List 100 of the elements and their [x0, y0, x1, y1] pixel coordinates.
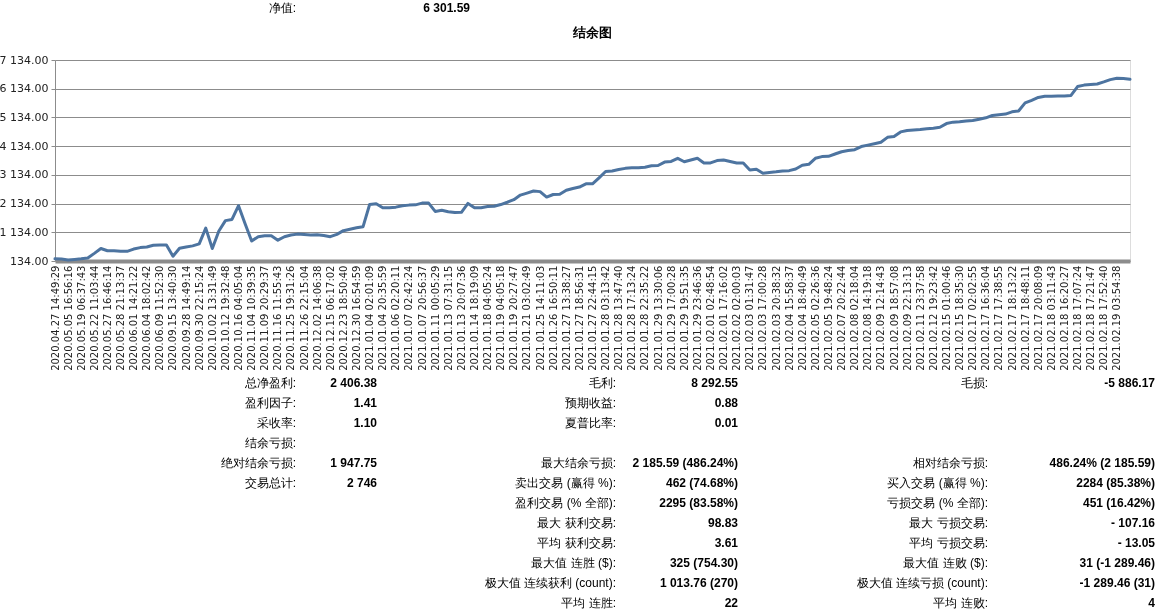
x-tick-label: 2020.09.15 13:40:30: [167, 265, 179, 371]
y-tick-label: 7 134.00: [0, 53, 49, 67]
text: 2 406.38: [330, 376, 378, 390]
x-tick-label: 2021.02.11 23:37:58: [914, 265, 926, 371]
text: 6 301.59: [423, 1, 471, 15]
text: 平均 获利交易:: [537, 536, 616, 550]
x-tick-label: 2020.05.19 06:37:43: [75, 265, 87, 371]
x-tick-label: 2021.02.12 19:23:42: [927, 265, 939, 371]
text: 夏普比率:: [564, 416, 616, 430]
y-tick-label: 6 134.00: [0, 82, 49, 96]
x-tick-label: 2021.02.17 16:36:04: [980, 265, 992, 371]
x-tick-label: 2021.02.07 20:22:44: [836, 265, 848, 371]
x-tick-label: 2021.01.28 22:35:22: [639, 265, 651, 371]
text: 卖出交易 (赢得 %):: [515, 476, 616, 490]
x-tick-label: 2020.12.15 06:17:02: [324, 265, 336, 371]
x-tick-label: 2021.01.19 04:05:18: [495, 265, 507, 371]
x-tick-label: 2021.01.27 22:44:15: [587, 265, 598, 371]
x-tick-label: 2021.02.15 18:35:30: [954, 265, 966, 371]
x-tick-label: 2021.01.29 13:30:06: [652, 265, 664, 371]
line-series: [53, 76, 1132, 262]
text: 1.41: [353, 396, 378, 410]
x-tick-label: 2020.04.27 14:49:29: [49, 265, 61, 371]
text: 最大值 连胜 ($):: [531, 556, 616, 570]
text: 451 (16.42%): [1082, 496, 1155, 510]
y-tick-label: 134.00: [10, 254, 49, 268]
text: 最大结余亏损:: [540, 456, 616, 470]
text: 平均 亏损交易:: [909, 536, 988, 550]
x-tick-label: 2020.06.09 11:52:30: [154, 265, 166, 371]
text: - 107.16: [1110, 516, 1156, 530]
x-tick-label: 2021.01.21 03:02:49: [521, 265, 533, 371]
text: 最大 获利交易:: [537, 516, 616, 530]
x-tick-label: 2021.02.18 17:21:47: [1085, 265, 1097, 371]
x-tick-label: 2021.02.02 02:00:03: [731, 265, 743, 371]
x-tick-label: 2021.01.13 07:31:15: [442, 265, 454, 371]
x-tick-label: 2021.01.19 20:27:47: [508, 265, 520, 371]
x-tick-label: 2021.01.14 18:19:09: [469, 265, 481, 371]
x-tick-label: 2021.02.08 14:19:18: [862, 265, 874, 371]
text: 1 013.76 (270): [659, 576, 738, 590]
x-tick-label: 2020.09.28 14:49:14: [180, 265, 192, 371]
x-tick-label: 2021.01.04 20:35:59: [377, 265, 389, 371]
text: 极大值 连续获利 (count):: [483, 576, 616, 590]
text: 毛损:: [960, 376, 988, 390]
text: - 13.05: [1117, 536, 1156, 550]
y-tick-label: 5 134.00: [0, 110, 49, 124]
x-tick-label: 2021.02.05 19:48:24: [822, 265, 834, 371]
x-tick-label: 2020.09.30 22:15:24: [193, 265, 205, 371]
x-tick-label: 2021.01.27 18:56:31: [573, 265, 585, 371]
text: 最大 亏损交易:: [909, 516, 988, 530]
text: 2295 (83.58%): [659, 496, 738, 510]
y-tick-label: 3 134.00: [0, 168, 49, 182]
x-tick-label: 2020.10.16 04:05:04: [233, 265, 245, 371]
text: 总净盈利:: [243, 376, 296, 390]
x-tick-label: 2021.02.03 01:31:47: [744, 265, 756, 371]
x-tick-label: 2021.01.06 02:20:11: [390, 265, 402, 371]
x-tick-label: 2021.02.18 17:07:24: [1072, 265, 1084, 371]
text: 1 947.75: [330, 456, 378, 470]
x-tick-label: 2021.02.09 18:57:08: [888, 265, 900, 371]
x-tick-label: 2021.01.18 04:05:24: [482, 265, 494, 371]
x-tick-label: 2020.12.23 18:50:40: [337, 265, 349, 371]
x-tick-label: 2021.01.29 23:46:36: [691, 265, 703, 371]
text: 净值:: [268, 1, 296, 15]
x-tick-label: 2021.02.18 03:11:43: [1045, 265, 1057, 371]
text: 平均 连败:: [933, 596, 988, 610]
text: 0.88: [714, 396, 739, 410]
x-tick-label: 2021.01.04 02:01:09: [364, 265, 376, 371]
x-tick-label: 2021.02.04 18:40:49: [796, 265, 808, 371]
x-tick-label: 2021.02.15 01:00:46: [940, 265, 952, 371]
x-tick-label: 2021.01.28 13:47:40: [613, 265, 625, 371]
x-tick-label: 2020.05.28 21:13:37: [115, 265, 127, 371]
text: 最大值 连败 ($):: [903, 556, 988, 570]
text: 相对结余亏损:: [912, 456, 988, 470]
x-tick-label: 2021.02.01 17:16:02: [718, 265, 730, 371]
x-tick-label: 2021.02.03 20:38:32: [770, 265, 782, 371]
x-tick-label: 2020.10.12 19:32:48: [219, 265, 231, 371]
text: 4: [1148, 596, 1156, 610]
x-tick-label: 2021.02.17 18:13:22: [1006, 265, 1018, 371]
x-tick-label: 2021.01.29 19:51:35: [678, 265, 690, 371]
x-tick-label: 2020.11.16 11:55:43: [272, 265, 284, 371]
x-tick-label: 2021.02.19 03:54:38: [1111, 265, 1123, 371]
x-tick-label: 2021.02.17 02:02:55: [967, 265, 979, 371]
y-tick-label: 1 134.00: [0, 225, 49, 239]
x-tick-label: 2021.02.04 15:58:37: [783, 265, 795, 371]
text: 盈利交易 (% 全部):: [515, 496, 616, 510]
x-tick-label: 2021.01.28 03:13:42: [600, 265, 612, 371]
text: 平均 连胜:: [561, 596, 616, 610]
x-tick-label: 2020.12.02 14:06:38: [311, 265, 323, 371]
text: 0.01: [714, 416, 739, 430]
x-tick-label: 2020.06.04 18:02:42: [141, 265, 153, 371]
x-tick-label: 2020.11.25 19:31:26: [285, 265, 297, 371]
x-tick-label: 2021.01.13 20:07:36: [455, 265, 467, 371]
text: 98.83: [707, 516, 739, 530]
x-tick-label: 2021.01.28 17:13:24: [626, 265, 638, 371]
x-tick-label: 2021.02.17 18:48:11: [1019, 265, 1031, 371]
x-tick-label: 2021.01.29 17:00:28: [665, 265, 677, 371]
x-tick-label: 2020.10.02 13:31:49: [206, 265, 218, 371]
x-tick-label: 2020.11.26 22:15:04: [298, 265, 310, 371]
text: 交易总计:: [244, 476, 296, 490]
text: 486.24% (2 185.59): [1049, 456, 1155, 470]
x-tick-label: 2021.02.09 22:13:13: [901, 265, 913, 371]
x-tick-label: 2021.02.17 17:38:55: [993, 265, 1005, 371]
